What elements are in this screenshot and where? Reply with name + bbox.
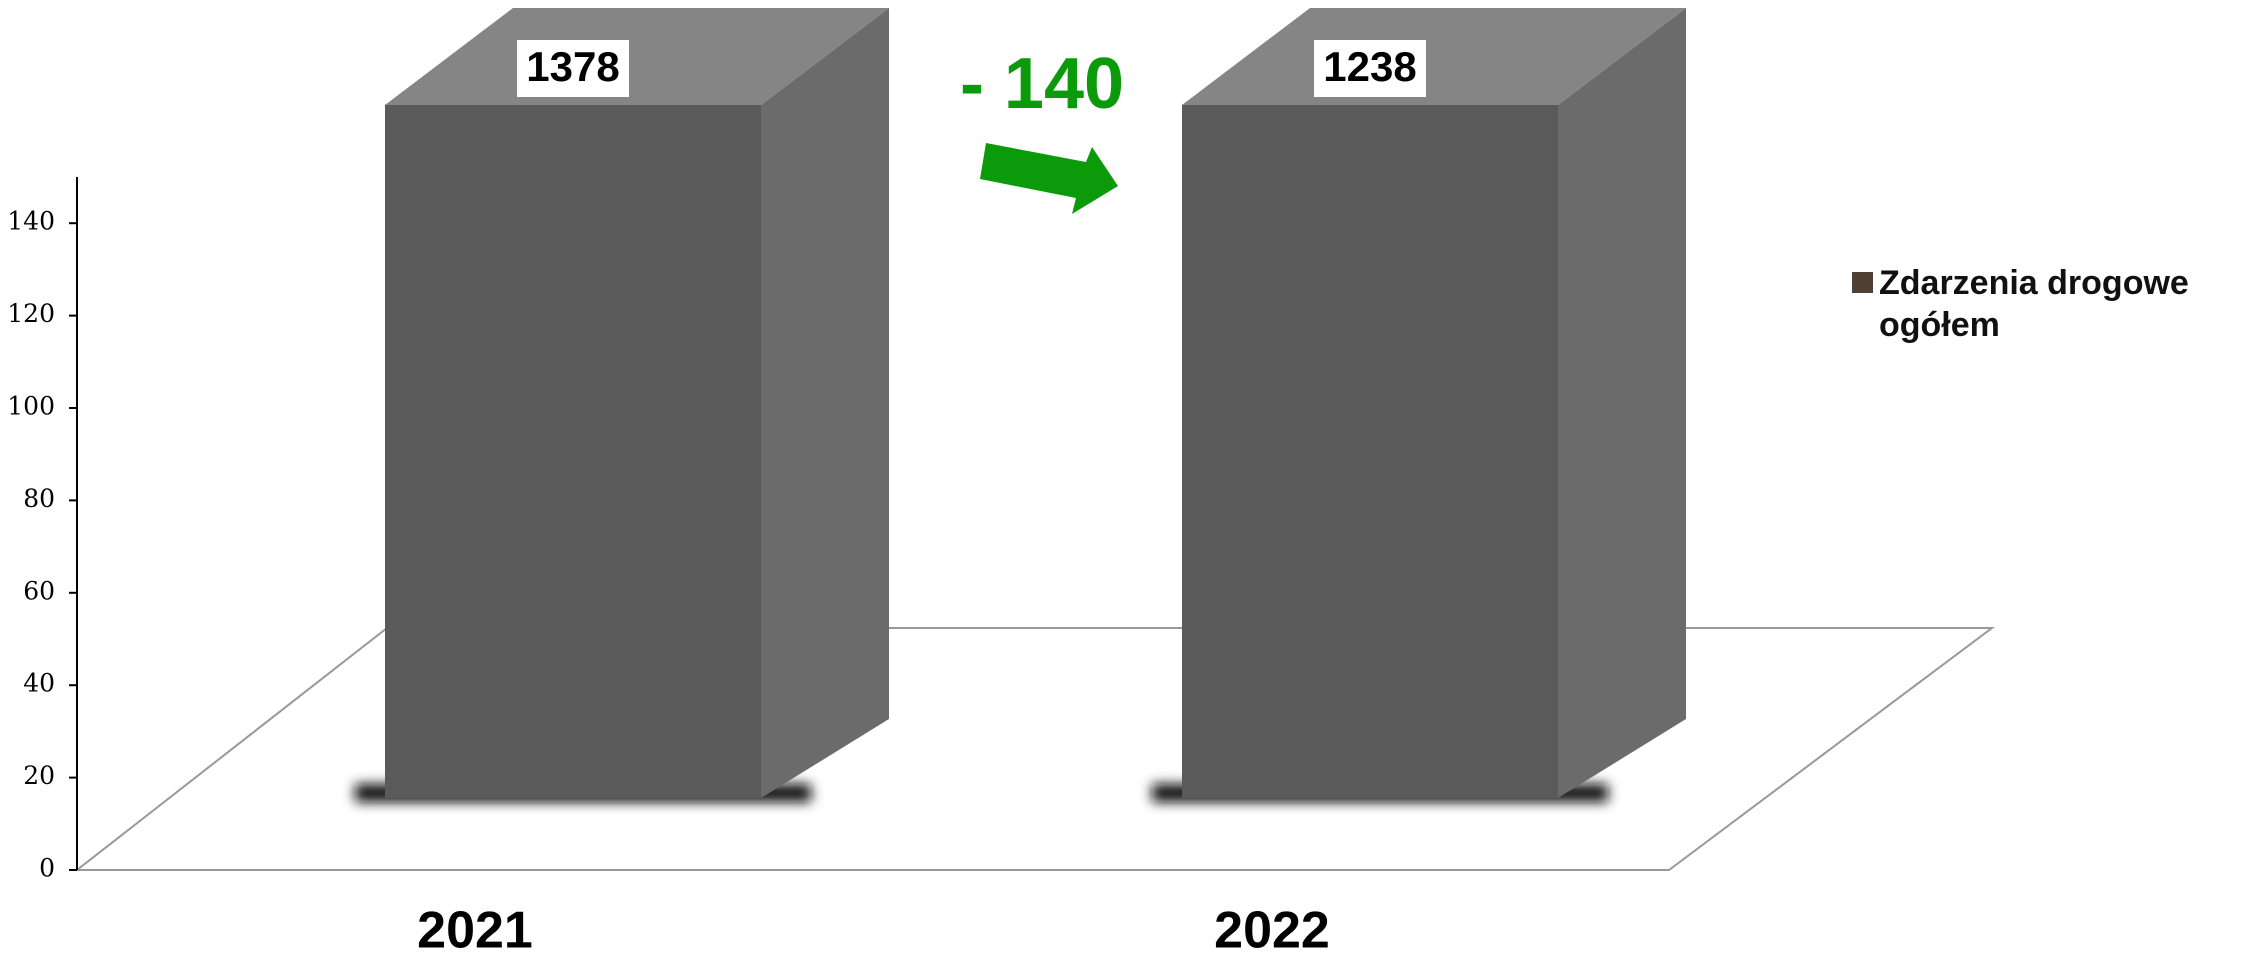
y-tick-label: 80 [23, 484, 55, 513]
legend-label: Zdarzenia drogowe ogółem [1879, 264, 2189, 344]
x-tick-label: 2021 [417, 902, 533, 959]
bar-group [385, 105, 761, 798]
y-tick-label: 40 [23, 669, 55, 698]
x-tick-label: 2022 [1214, 902, 1330, 959]
value-label: 1378 [526, 43, 619, 90]
annotation: - 140 [960, 44, 1124, 124]
bar-side [761, 8, 889, 798]
y-tick-label: 20 [23, 761, 55, 790]
value-label: 1238 [1323, 43, 1416, 90]
legend: Zdarzenia drogowe ogółem [1852, 262, 2242, 346]
value-label-box [517, 40, 629, 97]
value-label-box [1314, 40, 1426, 97]
bar-side [1558, 8, 1686, 798]
y-tick-label: 0 [39, 854, 55, 883]
y-tick-label: 60 [23, 576, 55, 605]
y-tick-label: 140 [7, 207, 55, 236]
arrow [980, 143, 1118, 214]
bar-top [1182, 8, 1686, 105]
y-tick-label: 100 [7, 392, 55, 421]
bar-top [385, 8, 889, 105]
bar [385, 105, 761, 798]
y-tick-label: 120 [7, 299, 55, 328]
bar-group [1182, 105, 1558, 798]
floor [74, 627, 1996, 871]
bar [1182, 105, 1558, 798]
legend-swatch [1852, 272, 1873, 293]
